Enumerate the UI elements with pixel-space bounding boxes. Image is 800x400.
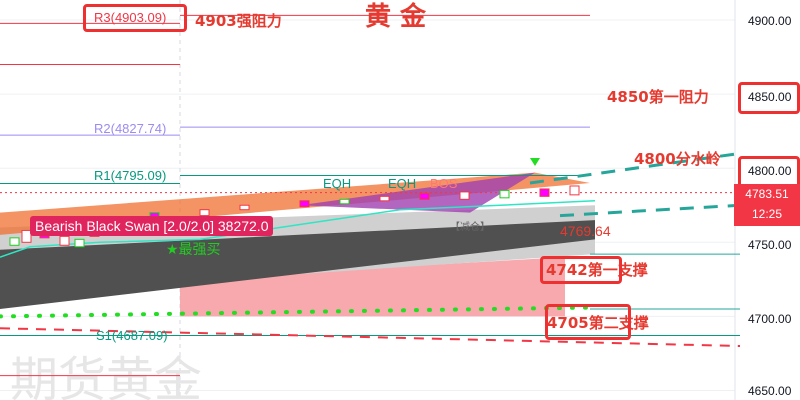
- y-tick: 4700.00: [748, 312, 792, 326]
- pivot-r2-label: R2(4827.74): [94, 121, 167, 136]
- dark-cloud: [0, 220, 595, 309]
- candle: [499, 189, 510, 199]
- last-price-tag: 4783.51 12:25: [734, 184, 800, 226]
- candle: [339, 198, 350, 205]
- y-tick: 4850.00: [748, 90, 792, 104]
- annotation-4903: 4903强阻力: [195, 12, 282, 30]
- annotation-4705: 4705第二支撑: [547, 314, 649, 332]
- candle: [419, 192, 430, 200]
- y-tick: 4750.00: [748, 238, 792, 252]
- y-tick: 4900.00: [748, 14, 792, 28]
- pivot-r3-label: R3(4903.09): [94, 10, 167, 25]
- red-dashed-line: [0, 327, 741, 348]
- candle: [21, 229, 32, 243]
- annotation-4742: 4742第一支撑: [546, 261, 648, 279]
- price-mark-label: 4769.64: [560, 223, 611, 239]
- bearish-black-swan-label: Bearish Black Swan [2.0/2.0] 38272.0: [30, 216, 274, 236]
- eqh-label-1: EQH: [323, 176, 352, 191]
- candle: [299, 200, 310, 208]
- y-tick: 4650.00: [748, 384, 792, 398]
- last-price: 4783.51: [745, 187, 789, 201]
- r3-highlight-box: [83, 4, 187, 32]
- purple-wedge: [300, 172, 535, 213]
- bos-label: BOS: [430, 176, 458, 191]
- candle: [59, 235, 70, 246]
- candle: [74, 238, 85, 248]
- axis-4850-box: [738, 82, 800, 114]
- y-tick: 4800.00: [748, 164, 792, 178]
- pivot-r1-label: R1(4795.09): [94, 168, 167, 183]
- candle: [379, 195, 390, 202]
- trend-line-upper: [529, 151, 741, 185]
- candle: [199, 209, 210, 217]
- annotation-4850: 4850第一阻力: [607, 88, 709, 106]
- bar-countdown: 12:25: [751, 207, 783, 221]
- candle: [9, 237, 20, 246]
- candle: [459, 191, 470, 200]
- annotation-4800: 4800分水岭: [634, 150, 721, 168]
- chart-title: 黄 金: [365, 2, 427, 32]
- candle: [539, 188, 550, 197]
- candle: [239, 204, 250, 211]
- strongest-buy-label: ★最强买: [166, 242, 221, 258]
- trend-line-lower: [559, 203, 741, 218]
- red-zone: [180, 257, 565, 317]
- eqh-label-2: EQH: [388, 176, 417, 191]
- support1-box: [540, 256, 622, 284]
- sell-signal-triangle: [530, 158, 540, 166]
- reduce-position-label: 【减仓】: [450, 222, 490, 233]
- support2-box: [545, 304, 631, 340]
- pivot-s1-label: S1(4687.09): [96, 328, 168, 343]
- candle: [569, 185, 580, 196]
